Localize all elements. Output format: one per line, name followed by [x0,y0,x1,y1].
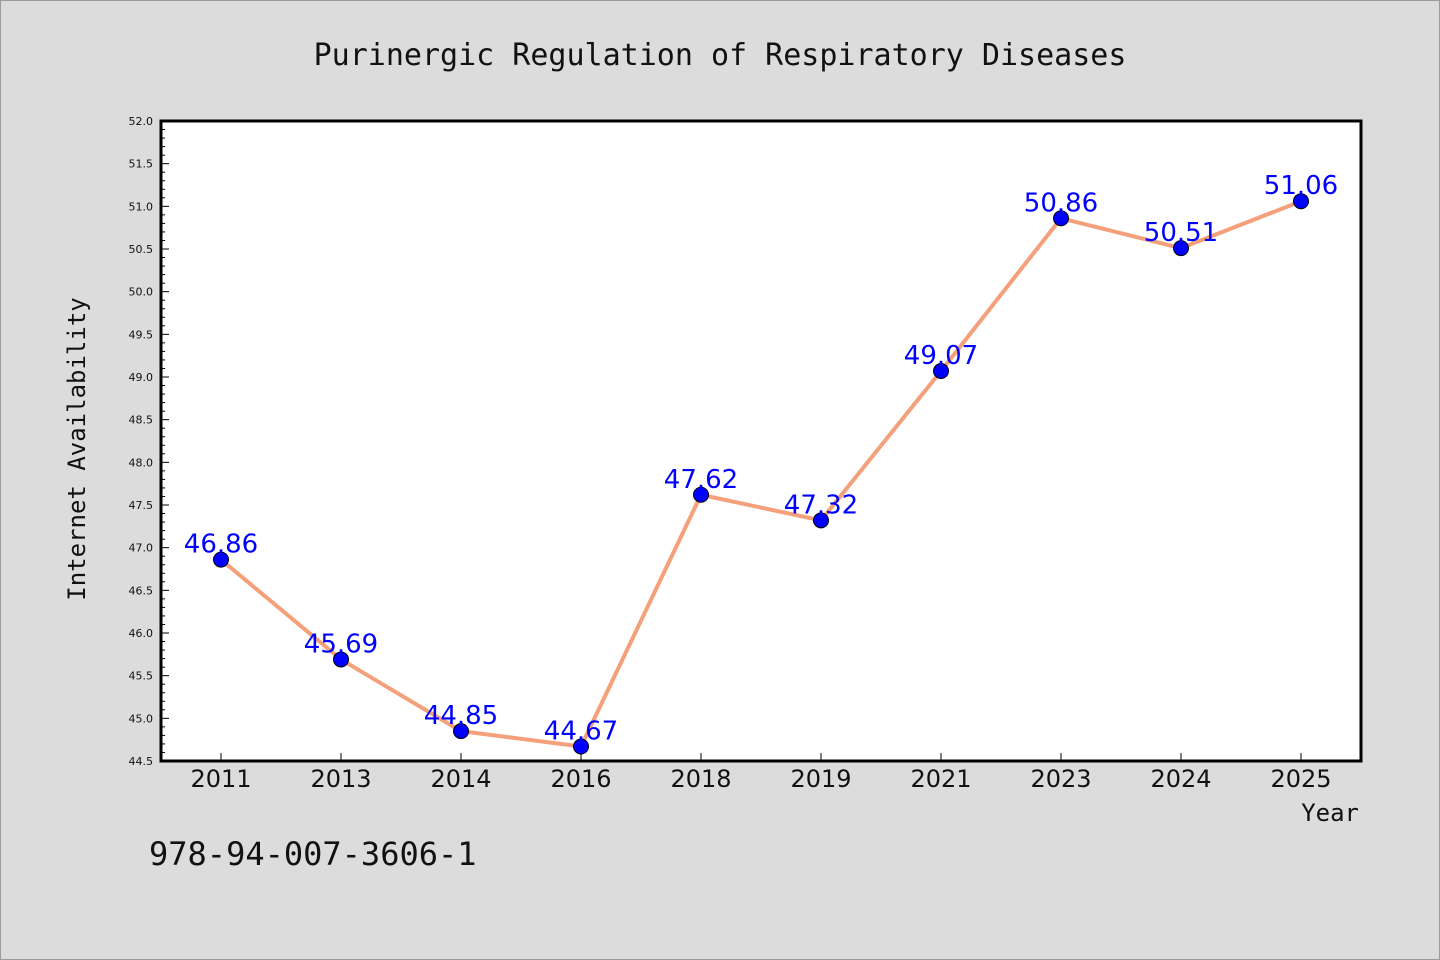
x-axis-label: Year [1301,799,1359,827]
y-tick-label: 51.0 [129,200,154,213]
y-tick-label: 45.5 [129,670,154,683]
y-tick-label: 49.0 [129,371,154,384]
y-tick-label: 47.0 [129,542,154,555]
data-point [1173,240,1189,257]
x-tick-label: 2016 [550,765,611,793]
data-label: 44.67 [544,716,618,746]
x-tick-label: 2011 [190,765,251,793]
data-point [1293,193,1309,210]
chart-title: Purinergic Regulation of Respiratory Dis… [314,38,1127,73]
data-labels: 46.86 45.69 44.85 44.67 47.62 47.32 49.07 50.86… [184,171,1338,746]
data-point [1053,210,1069,227]
isbn-footer: 978-94-007-3606-1 [149,835,477,873]
data-label: 50.51 [1144,218,1218,248]
y-tick-label: 49.5 [129,328,154,341]
data-point [333,651,349,668]
data-point [933,363,949,380]
x-tick-label: 2023 [1030,765,1091,793]
data-point [573,738,589,755]
series-line [219,199,1302,749]
x-tick-label: 2024 [1150,765,1211,793]
data-point [213,551,229,568]
data-point [453,723,469,740]
x-tick-label: 2014 [430,765,491,793]
x-tick-label: 2021 [910,765,971,793]
data-label: 47.32 [784,490,858,520]
y-tick-label: 48.5 [129,414,154,427]
data-point [813,512,829,529]
x-axis-ticks: 2011 2013 2014 2016 2018 2019 2021 2023 2024 2025 [190,753,1332,793]
data-label: 47.62 [664,465,738,495]
x-tick-label: 2019 [790,765,851,793]
y-tick-label: 51.5 [129,158,154,171]
data-label: 51.06 [1264,171,1338,201]
y-tick-label: 45.0 [129,712,154,725]
y-tick-label: 48.0 [129,456,154,469]
y-tick-label: 46.0 [129,627,154,640]
data-label: 46.86 [184,530,258,560]
data-label: 50.86 [1024,188,1098,218]
data-point-markers [213,193,1309,755]
y-tick-label: 46.5 [129,584,154,597]
data-point [693,486,709,503]
y-tick-label: 44.5 [129,755,154,768]
y-tick-label: 52.0 [129,115,154,128]
y-tick-label: 47.5 [129,499,154,512]
data-label: 45.69 [304,629,378,659]
x-tick-label: 2025 [1270,765,1331,793]
x-tick-label: 2013 [310,765,371,793]
plot-area [159,119,1363,763]
data-label: 44.85 [424,701,498,731]
y-tick-label: 50.0 [129,286,154,299]
y-tick-label: 50.5 [129,243,154,256]
x-tick-label: 2018 [670,765,731,793]
data-label: 49.07 [904,341,978,371]
y-axis-ticks: 44.5 45.0 45.5 46.0 46.5 47.0 47.5 48.0 48.5 49.0… [129,115,169,768]
y-axis-label: Internet Availability [63,297,91,600]
